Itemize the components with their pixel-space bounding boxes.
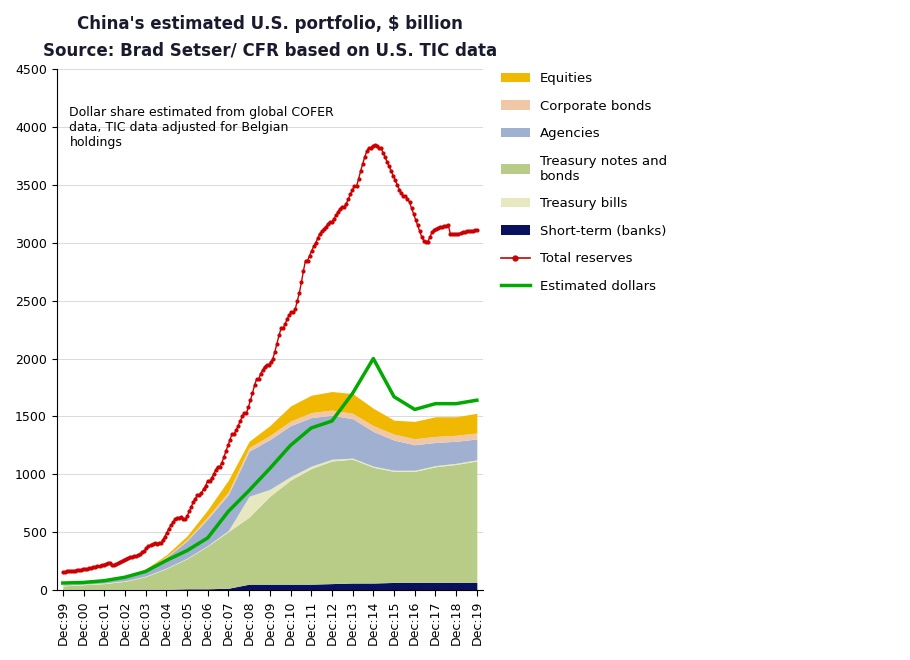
Text: Dollar share estimated from global COFER
data, TIC data adjusted for Belgian
hol: Dollar share estimated from global COFER… [69,106,334,148]
Legend: Equities, Corporate bonds, Agencies, Treasury notes and
bonds, Treasury bills, S: Equities, Corporate bonds, Agencies, Tre… [494,65,673,299]
Title: China's estimated U.S. portfolio, $ billion
Source: Brad Setser/ CFR based on U.: China's estimated U.S. portfolio, $ bill… [43,15,497,59]
